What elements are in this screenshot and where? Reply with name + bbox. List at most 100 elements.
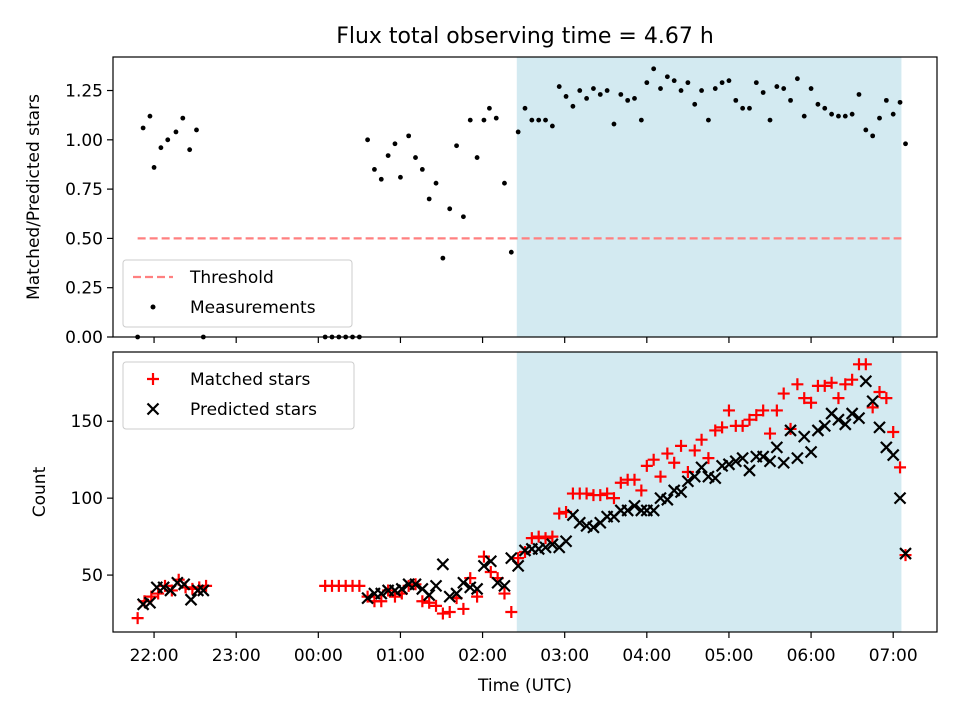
y-tick-label: 0.75 <box>65 180 103 200</box>
predicted-star-point <box>845 407 859 420</box>
matched-star-point <box>675 439 688 452</box>
predicted-star-point <box>763 454 777 468</box>
x-tick-label: 05:00 <box>704 646 753 666</box>
matched-star-point <box>553 507 566 520</box>
predicted-star-point <box>177 578 191 591</box>
matched-star-point <box>388 590 401 603</box>
legend-matched-swatch <box>147 373 159 385</box>
measurement-point <box>842 113 848 119</box>
measurement-point <box>794 76 800 82</box>
measurement-point <box>194 127 199 133</box>
measurement-point <box>556 84 562 89</box>
chart-title: Flux total observing time = 4.67 h <box>336 24 714 49</box>
predicted-star-point <box>886 448 900 462</box>
measurement-point <box>433 180 439 186</box>
measurement-point <box>897 99 903 105</box>
top-highlight-span <box>516 57 902 337</box>
legend-measurements-swatch <box>150 304 156 310</box>
x-tick-label: 00:00 <box>294 646 343 666</box>
measurement-point <box>604 88 610 93</box>
matched-star-point <box>525 532 538 545</box>
predicted-star-point <box>184 593 198 606</box>
matched-star-point <box>873 386 886 398</box>
matched-star-point <box>887 426 900 438</box>
predicted-star-point <box>811 424 825 437</box>
measurement-point <box>890 111 896 117</box>
matched-star-point <box>702 452 715 465</box>
measurement-point <box>822 105 828 111</box>
measurement-point <box>815 101 821 107</box>
y-tick-label: 150 <box>71 412 103 432</box>
measurement-point <box>515 129 521 135</box>
measurement-point <box>493 115 499 121</box>
predicted-star-point <box>409 578 422 591</box>
matched-star-point <box>601 487 614 500</box>
x-tick-label: 04:00 <box>622 646 671 666</box>
measurement-point <box>719 80 725 86</box>
predicted-star-point <box>674 485 688 499</box>
x-tick-label: 03:00 <box>540 646 589 666</box>
top-x-ticks <box>153 337 894 343</box>
measurement-point <box>426 196 432 202</box>
measurement-point <box>829 111 835 117</box>
y-tick-label: 1.25 <box>65 82 103 102</box>
predicted-star-point <box>573 516 587 530</box>
measurement-point <box>508 249 514 255</box>
predicted-star-point <box>743 464 756 477</box>
predicted-star-point <box>429 579 443 593</box>
measurement-point <box>563 94 569 99</box>
measurement-point <box>481 117 487 123</box>
y-tick-label: 100 <box>71 489 103 509</box>
bottom-panel: 50 100 150 22:00 23:00 00:00 01:00 02:00 03:00 0… <box>30 351 938 696</box>
measurement-point <box>903 141 908 147</box>
measurement-point <box>140 125 146 131</box>
predicted-star-point <box>436 558 450 571</box>
matched-star-point <box>471 590 484 603</box>
predicted-star-point <box>873 421 886 434</box>
matched-star-point <box>661 447 674 460</box>
predicted-star-point <box>729 454 743 468</box>
predicted-star-point <box>770 441 784 454</box>
measurement-point <box>502 180 507 186</box>
legend-threshold-label: Threshold <box>189 268 274 288</box>
predicted-star-point <box>191 584 205 597</box>
matched-star-point <box>640 459 653 472</box>
measurement-point <box>781 86 787 91</box>
top-y-axis-label: Matched/Predicted stars <box>24 94 44 300</box>
measurement-point <box>625 97 631 103</box>
top-legend-box <box>122 259 353 328</box>
predicted-star-point <box>839 418 852 431</box>
bottom-highlight-span <box>516 352 902 632</box>
predicted-star-point <box>661 493 674 506</box>
measurement-point <box>158 145 164 151</box>
measurement-point <box>447 206 453 212</box>
predicted-star-point <box>695 461 708 474</box>
measurement-point <box>529 117 535 123</box>
predicted-star-point <box>157 581 170 594</box>
measurement-point <box>651 66 657 72</box>
predicted-star-point <box>708 471 722 485</box>
predicted-star-point <box>736 451 749 465</box>
bottom-legend-box <box>122 361 355 430</box>
measurement-point <box>767 117 773 123</box>
bottom-plot-frame <box>112 351 938 633</box>
matched-star-point <box>668 456 681 469</box>
matched-star-point <box>764 427 777 440</box>
measurement-point <box>611 121 617 127</box>
measurement-point <box>454 143 459 149</box>
predicted-star-point <box>491 576 504 590</box>
predicted-star-point <box>804 445 818 459</box>
measurement-point <box>180 115 186 121</box>
bottom-y-ticks: 50 100 150 <box>71 412 113 586</box>
predicted-star-point <box>859 374 873 388</box>
y-tick-label: 50 <box>81 566 103 586</box>
measurement-point <box>808 86 814 91</box>
measurement-point <box>671 78 677 84</box>
matched-star-point <box>681 466 694 478</box>
y-tick-label: 0.50 <box>65 229 103 249</box>
measurement-point <box>474 155 480 160</box>
matched-star-point <box>532 530 545 543</box>
predicted-star-point <box>722 458 736 471</box>
predicted-star-point <box>818 419 832 433</box>
matched-star-point <box>695 433 708 446</box>
